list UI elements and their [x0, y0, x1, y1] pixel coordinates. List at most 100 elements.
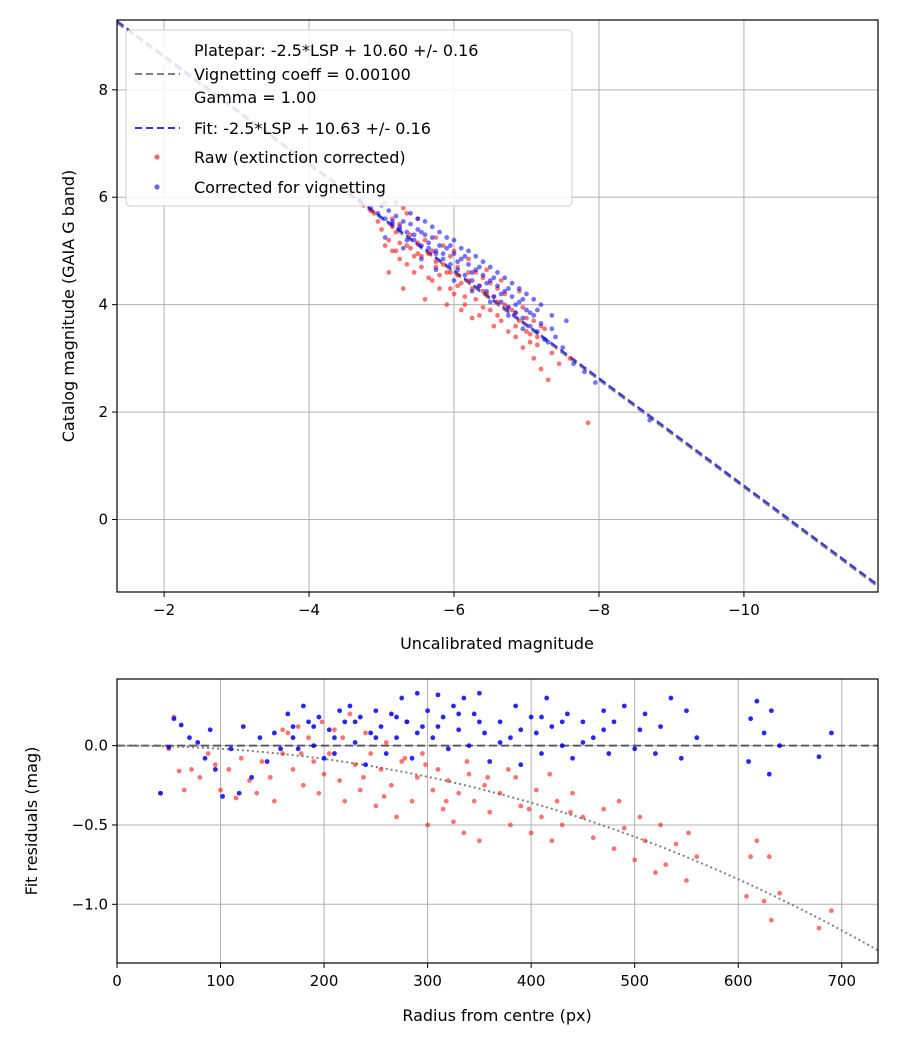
- data-point: [415, 240, 421, 246]
- data-point: [404, 210, 410, 216]
- data-point: [601, 727, 607, 733]
- data-point: [394, 714, 399, 720]
- data-point: [298, 751, 304, 756]
- data-point: [267, 774, 273, 780]
- data-point: [456, 711, 462, 717]
- data-point: [342, 798, 348, 804]
- data-point: [505, 286, 511, 291]
- data-point: [429, 235, 435, 240]
- data-point: [601, 708, 607, 714]
- data-point: [505, 767, 511, 772]
- data-point: [592, 380, 598, 385]
- data-point: [400, 205, 406, 211]
- data-point: [455, 272, 461, 278]
- data-point: [487, 307, 493, 313]
- data-point: [368, 205, 374, 211]
- data-point: [816, 925, 822, 931]
- data-point: [571, 361, 576, 367]
- data-point: [226, 767, 232, 772]
- data-point: [408, 245, 413, 251]
- data-point: [466, 256, 471, 262]
- data-point: [549, 312, 555, 318]
- data-point: [444, 270, 450, 275]
- data-point: [433, 235, 439, 240]
- data-point: [458, 280, 464, 286]
- data-point: [394, 735, 399, 741]
- data-point: [754, 838, 760, 844]
- data-point: [382, 235, 388, 240]
- data-point: [744, 893, 749, 899]
- data-point: [295, 746, 301, 752]
- data-point: [487, 264, 493, 270]
- data-point: [509, 307, 515, 313]
- bottom-x-tick-label: 700: [827, 972, 856, 990]
- data-point: [332, 727, 337, 733]
- data-point: [285, 711, 291, 717]
- data-point: [524, 315, 529, 321]
- data-point: [476, 283, 482, 289]
- data-point: [544, 695, 550, 701]
- data-point: [264, 759, 270, 764]
- data-point: [498, 318, 504, 324]
- data-point: [539, 714, 544, 720]
- legend-label-gamma: Gamma = 1.00: [194, 88, 316, 107]
- data-point: [342, 719, 348, 725]
- data-point: [567, 355, 573, 361]
- data-point: [306, 719, 311, 725]
- data-point: [402, 755, 408, 761]
- data-point: [419, 229, 424, 235]
- data-point: [531, 312, 537, 318]
- data-point: [556, 361, 562, 367]
- data-point: [455, 283, 461, 289]
- data-point: [437, 243, 442, 248]
- data-point: [404, 229, 410, 235]
- bottom-y-tick-label: −0.5: [72, 816, 108, 834]
- data-point: [411, 237, 417, 243]
- data-point: [462, 272, 468, 278]
- data-point: [559, 822, 565, 828]
- data-point: [445, 778, 451, 783]
- data-point: [423, 762, 428, 768]
- data-point: [637, 814, 643, 820]
- data-point: [280, 727, 286, 733]
- data-point: [777, 890, 783, 896]
- data-point: [601, 806, 607, 812]
- data-point: [321, 755, 327, 761]
- data-point: [300, 782, 306, 788]
- data-point: [447, 286, 453, 291]
- legend-label-vignetting: Vignetting coeff = 0.00100: [194, 65, 411, 84]
- data-point: [559, 719, 565, 725]
- data-point: [388, 782, 394, 788]
- data-point: [290, 724, 296, 729]
- data-point: [539, 751, 544, 756]
- data-point: [520, 345, 526, 351]
- data-point: [409, 798, 415, 804]
- data-point: [426, 275, 432, 281]
- data-point: [480, 259, 486, 265]
- data-point: [347, 711, 353, 717]
- data-point: [497, 790, 503, 796]
- data-point: [415, 251, 421, 257]
- data-point: [414, 730, 420, 736]
- data-point: [400, 245, 406, 251]
- data-point: [311, 759, 317, 764]
- data-point: [368, 751, 374, 756]
- data-point: [420, 724, 425, 729]
- data-point: [518, 803, 524, 809]
- data-point: [455, 259, 461, 265]
- data-point: [545, 377, 551, 383]
- data-point: [181, 787, 187, 793]
- data-point: [632, 857, 638, 863]
- data-point: [482, 730, 487, 736]
- data-point: [332, 735, 337, 741]
- data-point: [408, 210, 413, 216]
- data-point: [316, 714, 322, 720]
- data-point: [516, 318, 522, 324]
- data-point: [430, 735, 436, 741]
- data-point: [415, 227, 421, 232]
- data-point: [520, 296, 526, 302]
- data-point: [487, 299, 493, 305]
- data-point: [171, 716, 177, 722]
- data-point: [404, 237, 410, 243]
